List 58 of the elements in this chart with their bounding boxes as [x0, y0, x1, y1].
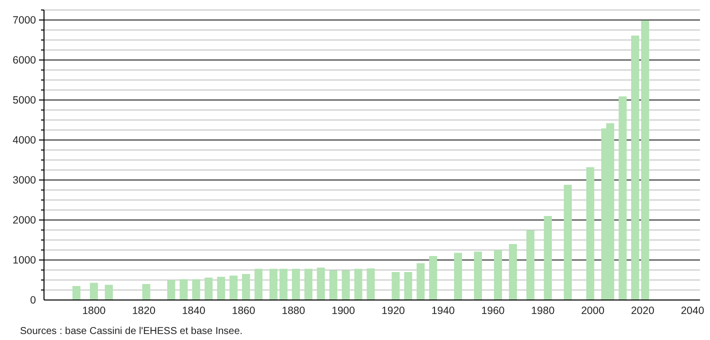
x-tick-label: 1960: [481, 305, 505, 317]
bar: [474, 252, 482, 300]
x-tick-label: 1860: [232, 305, 256, 317]
bar: [254, 268, 263, 300]
x-tick-label: 1840: [182, 305, 206, 317]
bar: [217, 276, 226, 300]
bar: [404, 272, 412, 300]
bar: [269, 268, 278, 300]
bar: [494, 250, 502, 300]
bar: [354, 268, 362, 300]
bar: [316, 268, 325, 300]
bar: [392, 272, 400, 300]
bar: [180, 279, 188, 300]
bar: [526, 230, 534, 300]
x-tick-label: 1940: [431, 305, 455, 317]
x-tick-label: 1900: [332, 305, 356, 317]
bar: [454, 252, 462, 300]
bar: [104, 284, 113, 300]
x-tick-label: 1820: [132, 305, 156, 317]
bar: [292, 268, 300, 300]
bar: [329, 270, 338, 300]
bar: [279, 268, 288, 300]
bar: [90, 282, 98, 300]
y-tick-label: 1000: [12, 254, 36, 267]
y-tick-label: 0: [30, 294, 36, 307]
bar: [544, 216, 552, 300]
y-tick-label: 5000: [12, 94, 36, 107]
bar: [304, 268, 312, 300]
x-tick-label: 2000: [581, 305, 605, 317]
bar: [641, 20, 650, 300]
y-tick-label: 6000: [12, 54, 36, 67]
x-tick-label: 1920: [382, 305, 406, 317]
x-tick-label: 1980: [531, 305, 555, 317]
y-tick-label: 2000: [12, 214, 36, 227]
bar: [508, 244, 517, 300]
bar: [564, 184, 572, 300]
x-tick-label: 2040: [680, 305, 704, 317]
x-tick-label: 1800: [82, 305, 106, 317]
bar: [429, 256, 438, 300]
bar: [167, 280, 176, 300]
y-tick-label: 7000: [12, 14, 36, 27]
source-note: Sources : base Cassini de l'EHESS et base Insee.: [20, 326, 243, 337]
x-tick-label: 2020: [630, 305, 654, 317]
bar: [416, 263, 425, 300]
bar: [242, 274, 250, 300]
bar: [631, 36, 640, 300]
bar: [204, 278, 213, 300]
y-tick-label: 3000: [12, 174, 36, 187]
y-tick-label: 4000: [12, 134, 36, 147]
bar: [230, 276, 238, 300]
bar: [192, 279, 200, 300]
bar: [366, 268, 375, 300]
bar: [342, 270, 350, 300]
bar: [72, 286, 80, 300]
bar: [142, 284, 150, 300]
bar: [618, 96, 627, 300]
x-tick-label: 1880: [282, 305, 306, 317]
bar: [586, 167, 594, 300]
